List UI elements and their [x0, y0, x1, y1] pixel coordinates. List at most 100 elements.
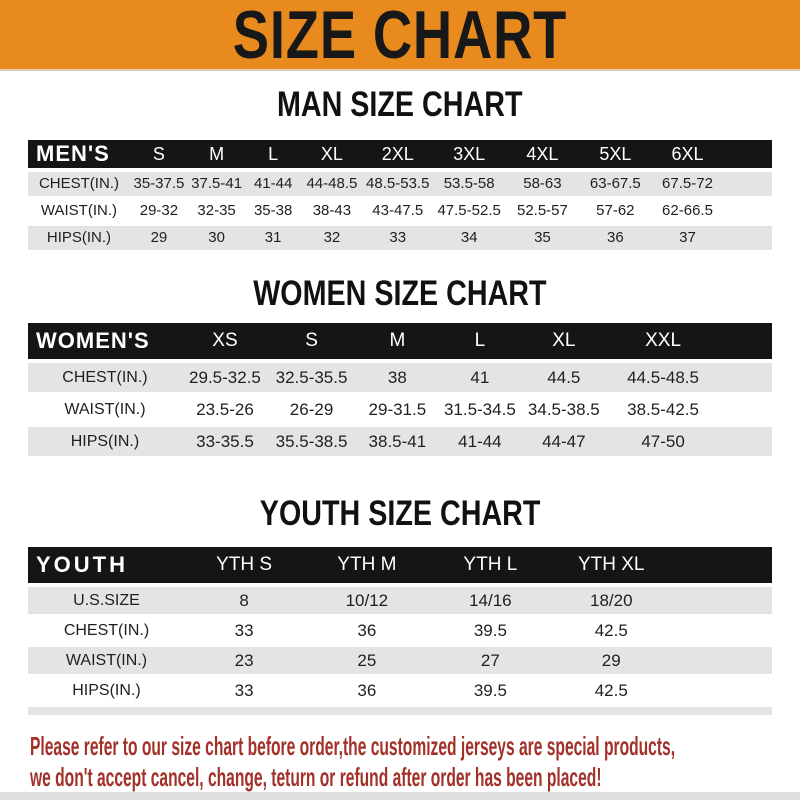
size-cell: 44.5-48.5 [607, 361, 719, 395]
footer-line: Please refer to our size chart before or… [30, 731, 676, 761]
size-cell: 35 [505, 224, 580, 253]
header-row: WOMEN'S XS S M L XL XXL [28, 323, 772, 363]
size-cell: 34.5-38.5 [520, 393, 608, 427]
size-cell: 62-66.5 [651, 197, 724, 226]
size-cell: 30 [187, 224, 246, 253]
filler-cell [672, 675, 772, 707]
size-cell: 36 [579, 224, 652, 253]
row-label: CHEST(IN.) [28, 615, 185, 647]
column-header: L [439, 323, 520, 363]
size-cell: 37.5-41 [187, 170, 246, 199]
women-section-title: WOMEN SIZE CHART [0, 275, 800, 313]
size-cell: 8 [184, 585, 304, 617]
size-cell: 29-31.5 [355, 393, 440, 427]
column-header: 2XL [362, 140, 433, 172]
youth-section-title-text: YOUTH SIZE CHART [259, 494, 541, 533]
size-cell: 38.5-41 [355, 425, 440, 459]
size-cell: 29-32 [129, 197, 188, 226]
footer-note: Please refer to our size chart before or… [30, 731, 800, 793]
table-row: WAIST(IN.) 29-32 32-35 35-38 38-43 43-47.5 47.… [28, 197, 772, 226]
row-label: WAIST(IN.) [28, 393, 182, 427]
filler-cell [723, 224, 772, 253]
table-row: WAIST(IN.) 23 25 27 29 [28, 645, 772, 677]
table-row: HIPS(IN.) 33-35.5 35.5-38.5 38.5-41 41-44 44-… [28, 425, 772, 459]
size-cell: 53.5-58 [432, 170, 506, 199]
size-cell: 42.5 [550, 675, 673, 707]
row-label: HIPS(IN.) [28, 675, 185, 707]
size-cell: 29.5-32.5 [181, 361, 269, 395]
filler-cell [672, 615, 772, 647]
row-label: CHEST(IN.) [28, 170, 130, 199]
size-cell: 23.5-26 [181, 393, 269, 427]
column-header: XS [181, 323, 269, 363]
youth-size-table: YOUTH YTH S YTH M YTH L YTH XL U.S.SIZE 8 10/12… [28, 547, 772, 707]
column-header: YTH L [430, 547, 551, 587]
column-header: 3XL [432, 140, 506, 172]
row-label: CHEST(IN.) [28, 361, 182, 395]
size-cell: 29 [129, 224, 188, 253]
size-cell: 34 [432, 224, 506, 253]
column-header: 6XL [651, 140, 724, 172]
size-cell: 23 [184, 645, 304, 677]
column-header: XL [301, 140, 363, 172]
size-cell: 31 [245, 224, 302, 253]
row-label: HIPS(IN.) [28, 425, 182, 459]
size-cell: 52.5-57 [505, 197, 580, 226]
table-row: CHEST(IN.) 35-37.5 37.5-41 41-44 44-48.5 48.5… [28, 170, 772, 199]
filler-cell [718, 361, 772, 395]
filler-cell [672, 585, 772, 617]
header-row: YOUTH YTH S YTH M YTH L YTH XL [28, 547, 772, 587]
size-cell: 38.5-42.5 [607, 393, 719, 427]
column-header: S [129, 140, 188, 172]
table-row: CHEST(IN.) 29.5-32.5 32.5-35.5 38 41 44.5 44.5… [28, 361, 772, 395]
men-size-table: MEN'S S M L XL 2XL 3XL 4XL 5XL 6XL CHEST(IN.) 35-37… [28, 140, 772, 253]
filler-cell [672, 547, 772, 587]
size-cell: 67.5-72 [651, 170, 724, 199]
size-cell: 29 [550, 645, 673, 677]
size-cell: 47-50 [607, 425, 719, 459]
row-label: WAIST(IN.) [28, 197, 130, 226]
column-header: S [268, 323, 356, 363]
table-corner-label: YOUTH [28, 547, 185, 587]
size-cell: 31.5-34.5 [439, 393, 520, 427]
size-cell: 33 [184, 675, 304, 707]
table-row: HIPS(IN.) 29 30 31 32 33 34 35 36 37 [28, 224, 772, 253]
size-cell: 27 [430, 645, 551, 677]
size-cell: 42.5 [550, 615, 673, 647]
column-header: XL [520, 323, 608, 363]
table-corner-label: WOMEN'S [28, 323, 182, 363]
column-header: XXL [607, 323, 719, 363]
filler-cell [723, 140, 772, 172]
size-cell: 14/16 [430, 585, 551, 617]
table-row: CHEST(IN.) 33 36 39.5 42.5 [28, 615, 772, 647]
size-cell: 44-47 [520, 425, 608, 459]
women-section-title-text: WOMEN SIZE CHART [253, 274, 547, 313]
size-cell: 10/12 [303, 585, 431, 617]
size-cell: 43-47.5 [362, 197, 433, 226]
row-label: HIPS(IN.) [28, 224, 130, 253]
bottom-edge-strip [0, 792, 800, 800]
size-cell: 41-44 [245, 170, 302, 199]
size-cell: 48.5-53.5 [362, 170, 433, 199]
size-cell: 25 [303, 645, 431, 677]
man-section-title-text: MAN SIZE CHART [277, 85, 523, 124]
size-cell: 35-37.5 [129, 170, 188, 199]
column-header: YTH M [303, 547, 431, 587]
column-header: M [187, 140, 246, 172]
size-cell: 44.5 [520, 361, 608, 395]
size-cell: 47.5-52.5 [432, 197, 506, 226]
size-cell: 36 [303, 615, 431, 647]
women-size-table: WOMEN'S XS S M L XL XXL CHEST(IN.) 29.5-32.5 32.5… [28, 323, 772, 459]
size-cell: 38-43 [301, 197, 363, 226]
size-cell: 18/20 [550, 585, 673, 617]
size-cell: 39.5 [430, 615, 551, 647]
row-label: U.S.SIZE [28, 585, 185, 617]
size-cell: 41 [439, 361, 520, 395]
size-cell: 39.5 [430, 675, 551, 707]
filler-cell [672, 645, 772, 677]
youth-section-title: YOUTH SIZE CHART [0, 495, 800, 533]
size-cell: 32-35 [187, 197, 246, 226]
column-header: M [355, 323, 440, 363]
header-row: MEN'S S M L XL 2XL 3XL 4XL 5XL 6XL [28, 140, 772, 172]
filler-cell [723, 197, 772, 226]
